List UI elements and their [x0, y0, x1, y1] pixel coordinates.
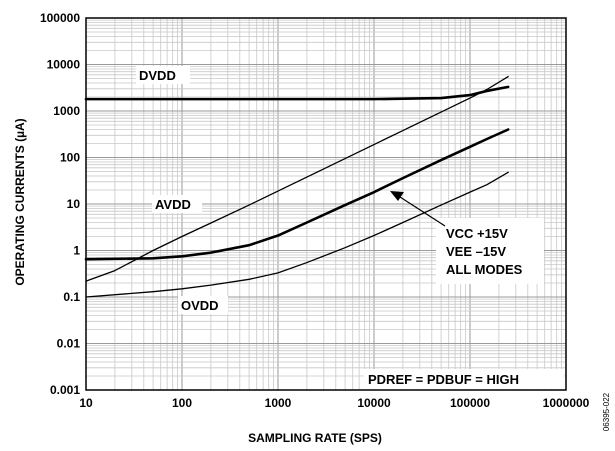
ovdd-label-group: OVDD [178, 296, 228, 314]
pdref-label: PDREF = PDBUF = HIGH [368, 372, 519, 387]
x-tick-label: 100 [172, 396, 192, 410]
x-axis-title: SAMPLING RATE (SPS) [248, 431, 382, 445]
x-tick-label: 10 [79, 396, 93, 410]
plot-border [85, 17, 567, 391]
y-tick-label: 0.01 [57, 337, 81, 351]
condition-vcc: VCC +15V [446, 226, 508, 241]
series-lines [84, 75, 510, 298]
dvdd-label: DVDD [139, 68, 176, 83]
avdd-label-group: AVDD [152, 195, 202, 213]
figure-id: 06395-022 [602, 392, 611, 431]
series-line-avdd [85, 75, 509, 282]
y-tick-label: 100000 [40, 11, 80, 25]
ovdd-label: OVDD [181, 298, 219, 313]
y-tick-label: 0.001 [50, 383, 80, 397]
x-tick-label: 1000 [265, 396, 292, 410]
series-line-ovdd [85, 171, 509, 298]
y-axis-title: OPERATING CURRENTS (µA) [13, 118, 27, 285]
condition-all-modes: ALL MODES [446, 262, 523, 277]
pdref-label-group: PDREF = PDBUF = HIGH [364, 369, 564, 389]
x-tick-label: 10000 [357, 396, 391, 410]
series-line-2 [84, 128, 510, 261]
conditions-label-group: VCC +15V VEE –15V ALL MODES [436, 218, 544, 284]
y-tick-label: 100 [60, 151, 80, 165]
avdd-label: AVDD [155, 197, 191, 212]
dvdd-label-group: DVDD [136, 66, 190, 84]
x-tick-label: 100000 [450, 396, 490, 410]
x-tick-label: 1000000 [543, 396, 590, 410]
y-tick-label: 1000 [53, 104, 80, 118]
tick-labels: 10 100 1000 10000 100000 1000000 0.001 0.01 0.1 1… [40, 11, 590, 410]
annotation-arrow [390, 191, 446, 227]
y-tick-label: 0.1 [63, 290, 80, 304]
condition-vee: VEE –15V [446, 244, 506, 259]
y-tick-label: 10 [67, 197, 81, 211]
y-tick-label: 1 [73, 244, 80, 258]
y-tick-label: 10000 [47, 58, 81, 72]
plot-frame [85, 17, 567, 391]
